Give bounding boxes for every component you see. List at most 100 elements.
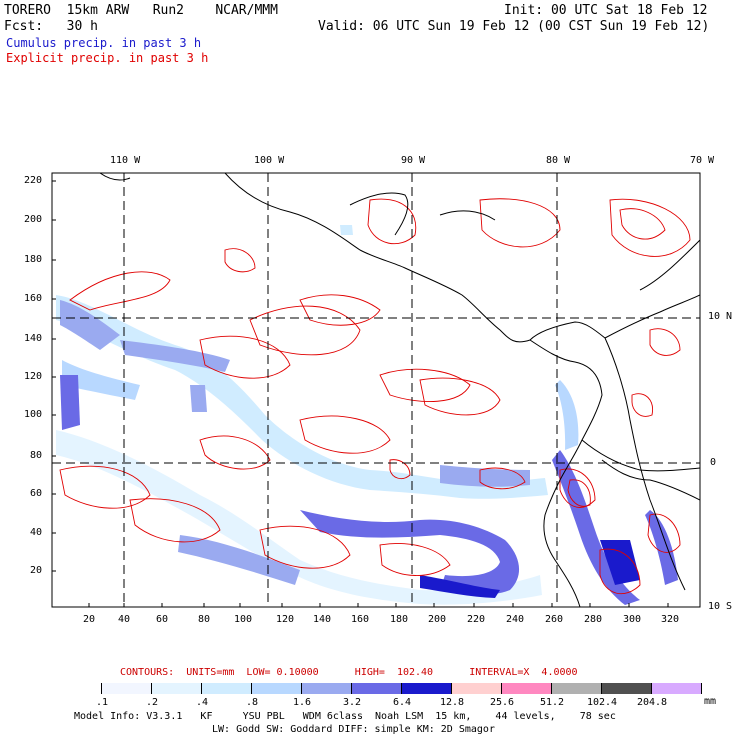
coastlines bbox=[99, 173, 700, 607]
precip-band bbox=[62, 360, 140, 400]
scale-label: 6.4 bbox=[392, 697, 412, 708]
x-tick-label: 120 bbox=[276, 614, 295, 625]
precip-band bbox=[600, 540, 640, 585]
legend-explicit: Explicit precip. in past 3 h bbox=[6, 51, 209, 65]
x-tick-label: 60 bbox=[156, 614, 169, 625]
border bbox=[601, 459, 700, 501]
x-tick-label: 100 bbox=[234, 614, 253, 625]
forecast-hour: Fcst: 30 h bbox=[4, 19, 98, 34]
precip-band bbox=[555, 380, 579, 450]
y-tick-label: 120 bbox=[24, 371, 43, 382]
x-tick-label: 140 bbox=[313, 614, 332, 625]
precip-contour bbox=[619, 208, 666, 240]
scale-label: 3.2 bbox=[342, 697, 362, 708]
x-tick-label: 160 bbox=[351, 614, 370, 625]
scale-label: 1.6 bbox=[292, 697, 312, 708]
precip-contour bbox=[599, 548, 641, 595]
x-tick-label: 240 bbox=[506, 614, 525, 625]
scale-swatch bbox=[152, 683, 202, 694]
x-tick-label: 300 bbox=[623, 614, 642, 625]
scale-label: .2 bbox=[145, 697, 159, 708]
x-tick-label: 280 bbox=[584, 614, 603, 625]
precip-band bbox=[420, 575, 500, 598]
model-info: Model Info: V3.3.1 KF YSU PBL WDM 6class… bbox=[74, 711, 616, 722]
x-tick-label: 20 bbox=[83, 614, 96, 625]
scale-swatch bbox=[52, 683, 102, 694]
precip-contour bbox=[69, 271, 171, 311]
model-title: TORERO 15km ARW Run2 NCAR/MMM bbox=[4, 3, 278, 18]
border bbox=[581, 439, 700, 472]
scale-label: .4 bbox=[195, 697, 209, 708]
scale-swatch bbox=[652, 683, 702, 694]
y-tick-label: 20 bbox=[30, 565, 43, 576]
scale-swatch bbox=[602, 683, 652, 694]
precip-band bbox=[440, 465, 530, 487]
y-tick-label: 60 bbox=[30, 488, 43, 499]
precip-contour bbox=[259, 525, 351, 569]
precip-contour bbox=[479, 198, 561, 248]
x-tick-label: 180 bbox=[390, 614, 409, 625]
precip-band bbox=[552, 450, 640, 605]
lat-label: 0 bbox=[710, 457, 717, 468]
y-tick-label: 40 bbox=[30, 527, 43, 538]
precip-contour bbox=[249, 305, 361, 356]
lon-label: 100 W bbox=[254, 155, 285, 166]
border bbox=[604, 337, 686, 591]
y-tick-label: 140 bbox=[24, 333, 43, 344]
scale-unit: mm bbox=[704, 696, 717, 707]
precip-contour bbox=[199, 335, 291, 379]
scale-swatch bbox=[252, 683, 302, 694]
precip-contour bbox=[389, 459, 411, 480]
axis-ticks bbox=[52, 180, 669, 607]
lon-label: 90 W bbox=[401, 155, 426, 166]
precip-contour bbox=[649, 328, 681, 356]
scale-label: 25.6 bbox=[489, 697, 515, 708]
scale-swatch bbox=[502, 683, 552, 694]
coastline bbox=[99, 173, 131, 181]
init-time: Init: 00 UTC Sat 18 Feb 12 bbox=[504, 3, 708, 18]
lon-label: 80 W bbox=[546, 155, 571, 166]
explicit-precip-contours bbox=[59, 198, 691, 595]
precip-band bbox=[60, 375, 80, 430]
precip-contour bbox=[631, 393, 653, 417]
scale-swatch bbox=[402, 683, 452, 694]
cumulus-precip-shading bbox=[56, 225, 678, 605]
precip-contour bbox=[419, 377, 501, 416]
y-tick-label: 200 bbox=[24, 214, 43, 225]
precip-contour bbox=[609, 198, 691, 257]
precip-band bbox=[56, 295, 548, 499]
precip-band bbox=[56, 430, 542, 605]
coastline bbox=[349, 192, 409, 236]
lat-label: 10 N bbox=[708, 311, 733, 322]
scale-label: 12.8 bbox=[439, 697, 465, 708]
x-tick-label: 40 bbox=[118, 614, 131, 625]
coastline bbox=[224, 173, 606, 343]
lon-label: 110 W bbox=[110, 155, 141, 166]
y-tick-label: 180 bbox=[24, 254, 43, 265]
precip-contour bbox=[647, 513, 681, 553]
plot-frame bbox=[51, 172, 701, 608]
x-tick-label: 80 bbox=[198, 614, 211, 625]
x-tick-label: 200 bbox=[428, 614, 447, 625]
scale-label: 102.4 bbox=[586, 697, 618, 708]
model-physics: LW: Godd SW: Goddard DIFF: simple KM: 2D… bbox=[212, 724, 495, 735]
precip-contour bbox=[299, 415, 391, 454]
precip-contour bbox=[367, 198, 417, 245]
precip-band bbox=[178, 535, 300, 585]
precip-band bbox=[300, 510, 520, 596]
y-tick-label: 160 bbox=[24, 293, 43, 304]
y-tick-label: 80 bbox=[30, 450, 43, 461]
precip-contour bbox=[199, 435, 271, 470]
precip-band bbox=[60, 300, 120, 350]
precip-contour bbox=[129, 498, 221, 543]
lon-label: 70 W bbox=[690, 155, 715, 166]
coastline bbox=[529, 339, 603, 607]
x-tick-label: 320 bbox=[661, 614, 680, 625]
scale-label: 204.8 bbox=[636, 697, 668, 708]
precip-contour bbox=[379, 543, 451, 576]
coastline bbox=[604, 294, 700, 339]
precip-band bbox=[120, 340, 230, 372]
precip-band bbox=[190, 385, 207, 412]
y-tick-label: 220 bbox=[24, 175, 43, 186]
